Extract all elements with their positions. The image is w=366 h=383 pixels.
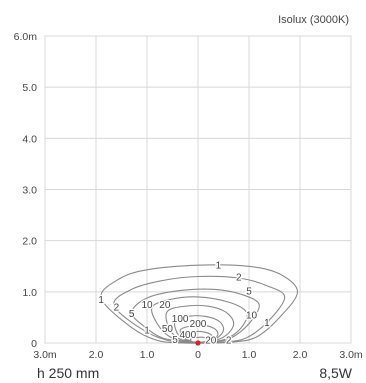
contour-label: 1 xyxy=(98,295,104,306)
isolux-contour-2 xyxy=(113,275,286,344)
contour-label: 400 xyxy=(179,330,196,341)
contour-label: 20 xyxy=(205,335,217,346)
y-tick-label: 3.0 xyxy=(22,185,37,197)
contour-label: 1 xyxy=(216,261,222,272)
x-tick-label: 3.0m xyxy=(33,349,57,361)
y-tick-label: 2.0 xyxy=(22,236,37,248)
y-tick-label: 4.0 xyxy=(22,133,37,145)
contour-label: 100 xyxy=(172,314,189,325)
contour-label: 1 xyxy=(264,318,270,329)
contour-label: 2 xyxy=(226,335,232,346)
isolux-contour-1 xyxy=(100,264,299,344)
contour-label: 50 xyxy=(162,324,174,335)
isolux-contour-50 xyxy=(174,315,225,343)
grid-layer xyxy=(44,35,352,344)
power-label: 8,5W xyxy=(319,365,352,381)
contour-label: 20 xyxy=(159,300,171,311)
contour-label: 2 xyxy=(114,303,120,314)
y-tick-label: 5.0 xyxy=(22,82,37,94)
light-source-point xyxy=(195,340,201,346)
x-tick-label: 1.0 xyxy=(242,349,257,361)
contour-label: 2 xyxy=(236,272,242,283)
contour-label: 10 xyxy=(141,300,153,311)
x-tick-label: 3.0m xyxy=(339,349,363,361)
contour-label: 5 xyxy=(172,335,178,346)
isolux-contour-5 xyxy=(131,288,260,344)
x-tick-label: 2.0 xyxy=(89,349,104,361)
contour-label: 10 xyxy=(246,310,258,321)
contour-label: 1 xyxy=(144,326,150,337)
x-tick-label: 0 xyxy=(195,349,201,361)
isolux-contour-200 xyxy=(184,330,214,343)
isolux-contour-20 xyxy=(165,304,235,343)
isolux-contour-400 xyxy=(189,336,208,344)
mounting-height-label: h 250 mm xyxy=(37,365,100,381)
y-tick-label: 1.0 xyxy=(22,287,37,299)
x-tick-label: 2.0 xyxy=(293,349,308,361)
contour-label: 200 xyxy=(190,319,207,330)
contour-label: 5 xyxy=(246,286,252,297)
contour-label: 5 xyxy=(129,309,135,320)
contour-layer xyxy=(100,264,299,344)
chart-title: Isolux (3000K) xyxy=(278,14,349,26)
y-tick-label: 0 xyxy=(31,338,37,350)
x-tick-label: 1.0 xyxy=(140,349,155,361)
tick-layer: 3.0m 2.0 1.0 0 1.0 2.0 3.0m01.02.03.04.05.06.0… xyxy=(14,31,363,361)
y-tick-label: 6.0m xyxy=(14,31,38,43)
isolux-contour-10 xyxy=(151,296,248,344)
